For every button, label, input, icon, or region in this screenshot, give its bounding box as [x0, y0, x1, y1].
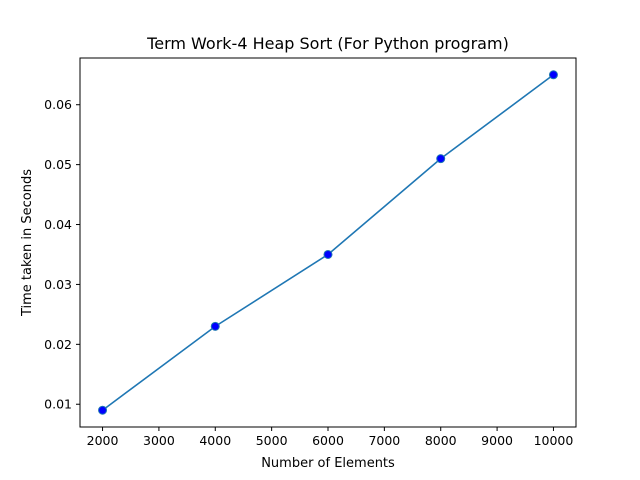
y-tick-label: 0.05: [44, 157, 72, 172]
x-tick-label: 4000: [199, 433, 231, 448]
x-tick-label: 6000: [312, 433, 344, 448]
x-tick-label: 2000: [87, 433, 119, 448]
y-tick-label: 0.02: [44, 337, 72, 352]
x-tick-label: 5000: [256, 433, 288, 448]
y-tick-label: 0.06: [44, 97, 72, 112]
data-point: [323, 249, 333, 259]
x-axis-label: Number of Elements: [261, 456, 395, 471]
data-point: [436, 154, 446, 164]
x-tick-label: 7000: [368, 433, 400, 448]
axes-frame: [79, 57, 577, 428]
y-tick-label: 0.04: [44, 217, 72, 232]
x-tick-label: 3000: [143, 433, 175, 448]
y-axis-label: Time taken in Seconds: [20, 169, 35, 317]
x-tick-label: 9000: [481, 433, 513, 448]
plot-series: [98, 70, 558, 415]
data-point: [210, 321, 220, 331]
data-point: [548, 70, 558, 80]
y-tick-label: 0.01: [44, 397, 72, 412]
x-tick-label: 8000: [425, 433, 457, 448]
chart-title: Term Work-4 Heap Sort (For Python progra…: [146, 34, 509, 53]
x-axis: 2000 3000 4000 5000 6000 7000 8000 9000 10000: [87, 427, 574, 448]
y-tick-label: 0.03: [44, 277, 72, 292]
data-point: [98, 405, 108, 415]
x-tick-label: 10000: [534, 433, 574, 448]
y-axis: 0.01 0.02 0.03 0.04 0.05 0.06: [44, 97, 80, 412]
